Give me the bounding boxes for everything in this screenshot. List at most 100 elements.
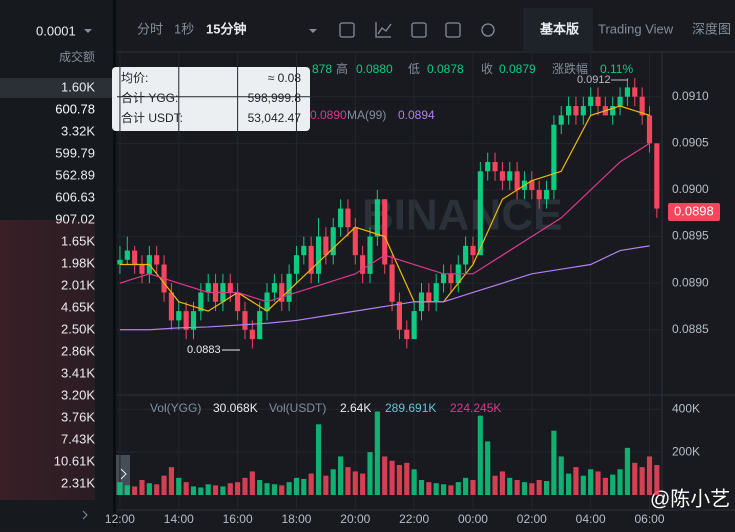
ohlc-info: 高 (336, 61, 348, 76)
x-tick-label: 16:00 (223, 512, 253, 526)
candle-body (404, 329, 410, 340)
candle-body (617, 96, 623, 107)
volume-bar (286, 482, 292, 495)
chart-mode[interactable]: Trading View (598, 21, 674, 36)
volume-bar (536, 480, 542, 495)
candle-body (271, 283, 277, 293)
turnover: 2.31K (61, 475, 95, 490)
candle-body (654, 143, 660, 209)
candle-body (470, 245, 476, 256)
x-tick-label: 20:00 (340, 512, 370, 526)
candle-body (507, 171, 513, 181)
scroll-arrow (120, 468, 127, 480)
volume-bar (404, 462, 410, 495)
candle-body (477, 171, 483, 256)
volume-bar (323, 475, 329, 495)
candle-body (139, 264, 145, 274)
chart-mode[interactable]: 深度图 (692, 21, 731, 36)
dropdown-arrow[interactable] (309, 29, 317, 33)
candle-body (360, 255, 366, 274)
candle-body (183, 311, 189, 330)
volume-bar (360, 473, 366, 495)
turnover: 1.60K (61, 79, 95, 94)
turnover: 2.01K (61, 277, 95, 292)
turnover: 907.02 (55, 211, 95, 226)
candle-body (588, 96, 594, 107)
volume-bar (499, 471, 505, 495)
volume-tick-label: 200K (672, 444, 700, 458)
volume-bar (212, 485, 219, 495)
volume-bar (617, 469, 623, 495)
ma-info: MA(99) (347, 108, 386, 122)
volume-bar (529, 483, 535, 495)
volume-bar (426, 482, 432, 495)
turnover: 10.61K (54, 453, 96, 468)
ma-info: 0.0894 (398, 108, 435, 122)
volume-bar (382, 456, 388, 495)
volume-bar (411, 469, 417, 495)
candle-body (558, 115, 564, 125)
volume-bar (176, 477, 182, 495)
y-tick-label: 0.0885 (672, 322, 709, 336)
turnover: 600.78 (55, 101, 95, 116)
tooltip-label: 合计 USDT: (121, 110, 183, 125)
turnover: 599.79 (55, 145, 95, 160)
y-tick-label: 0.0895 (672, 229, 709, 243)
volume-info: Vol(YGG) (150, 401, 201, 415)
chevron[interactable] (82, 510, 88, 520)
volume-bar (271, 484, 277, 495)
candle-body (580, 106, 586, 116)
tooltip-label: 均价: (121, 71, 148, 85)
turnover: 1.65K (61, 233, 95, 248)
candle-body (499, 171, 505, 181)
interval-tab[interactable]: 分时 (137, 21, 163, 36)
volume-info: 2.64K (340, 401, 371, 415)
volume-bar (124, 485, 130, 495)
ohlc-info: 低 (408, 62, 420, 76)
candle-body (573, 106, 579, 116)
volume-bar (418, 480, 425, 495)
interval-tab[interactable]: 15分钟 (206, 21, 246, 36)
volume-bar (558, 456, 564, 495)
volume-bar (249, 471, 255, 495)
volume-bar (514, 480, 520, 495)
volume-bar (433, 483, 439, 495)
candle-body (382, 199, 388, 265)
volume-bar (227, 483, 233, 495)
volume-bar (566, 473, 572, 495)
turnover: 3.20K (61, 387, 95, 402)
volume-bar (198, 487, 204, 495)
candle-body (257, 311, 263, 340)
toolbar-icons[interactable] (339, 22, 495, 38)
turnover: 7.43K (61, 431, 95, 446)
step-select[interactable]: 0.0001 (36, 23, 76, 38)
volume-tick-label: 400K (672, 401, 700, 415)
volume-bar (308, 473, 314, 495)
candle-body (440, 273, 447, 284)
divider (113, 0, 116, 527)
y-tick-label: 0.0905 (672, 136, 709, 150)
volume-bar (588, 469, 594, 495)
chart-mode[interactable]: 基本版 (539, 21, 579, 36)
last-price: 0.0898 (674, 203, 714, 218)
candle-body (176, 311, 182, 321)
candle-body (330, 227, 336, 256)
y-tick-label: 0.0890 (672, 275, 709, 289)
x-tick-label: 02:00 (517, 512, 547, 526)
volume-bar (301, 478, 307, 495)
volume-bar (117, 482, 123, 495)
ohlc-info: 涨跌幅 (552, 61, 588, 76)
ma-info: 0.0890 (310, 108, 347, 122)
interval-tab[interactable]: 1秒 (174, 21, 194, 36)
volume-bar (345, 467, 351, 495)
x-tick-label: 06:00 (634, 512, 664, 526)
volume-bar (485, 441, 491, 495)
volume-bar (455, 482, 461, 495)
volume-bar (580, 475, 586, 495)
candle-body (514, 171, 520, 190)
turnover: 562.89 (55, 167, 95, 182)
turnover: 3.41K (61, 365, 95, 380)
candle-body (529, 180, 535, 190)
candle-body (646, 115, 653, 144)
candle-body (411, 311, 417, 340)
